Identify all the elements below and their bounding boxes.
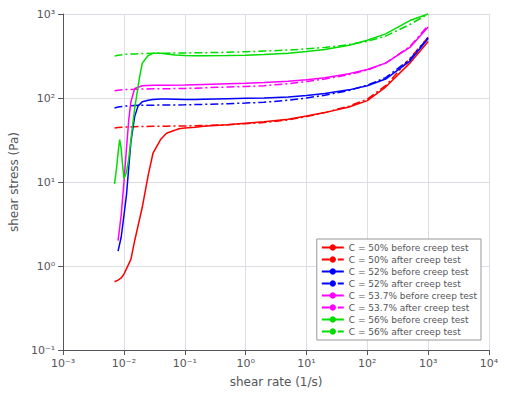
svg-text:10²: 10² xyxy=(358,357,376,370)
svg-text:C = 50% after creep test: C = 50% after creep test xyxy=(349,255,461,265)
svg-text:C = 53.7% after creep test: C = 53.7% after creep test xyxy=(349,303,470,313)
svg-text:10³: 10³ xyxy=(37,8,55,21)
svg-text:10⁻¹: 10⁻¹ xyxy=(31,344,55,357)
svg-text:shear rate (1/s): shear rate (1/s) xyxy=(230,375,323,389)
svg-text:10⁻¹: 10⁻¹ xyxy=(173,357,197,370)
svg-text:C = 52% before creep test: C = 52% before creep test xyxy=(349,267,469,277)
svg-text:10¹: 10¹ xyxy=(297,357,315,370)
svg-text:10¹: 10¹ xyxy=(37,176,55,189)
svg-text:shear stress (Pa): shear stress (Pa) xyxy=(7,132,21,232)
svg-text:10³: 10³ xyxy=(419,357,437,370)
svg-text:C = 50% before creep test: C = 50% before creep test xyxy=(349,243,469,253)
svg-text:10⁴: 10⁴ xyxy=(480,357,499,370)
svg-text:10²: 10² xyxy=(37,92,55,105)
svg-text:10⁻³: 10⁻³ xyxy=(51,357,75,370)
svg-text:10⁰: 10⁰ xyxy=(236,357,255,370)
svg-text:C = 56% after creep test: C = 56% after creep test xyxy=(349,327,461,337)
svg-text:10⁻²: 10⁻² xyxy=(112,357,136,370)
svg-text:C = 56% before creep test: C = 56% before creep test xyxy=(349,315,469,325)
svg-text:10⁰: 10⁰ xyxy=(37,260,56,273)
svg-text:C = 53.7% before creep test: C = 53.7% before creep test xyxy=(349,291,478,301)
svg-text:C = 52% after creep test: C = 52% after creep test xyxy=(349,279,461,289)
